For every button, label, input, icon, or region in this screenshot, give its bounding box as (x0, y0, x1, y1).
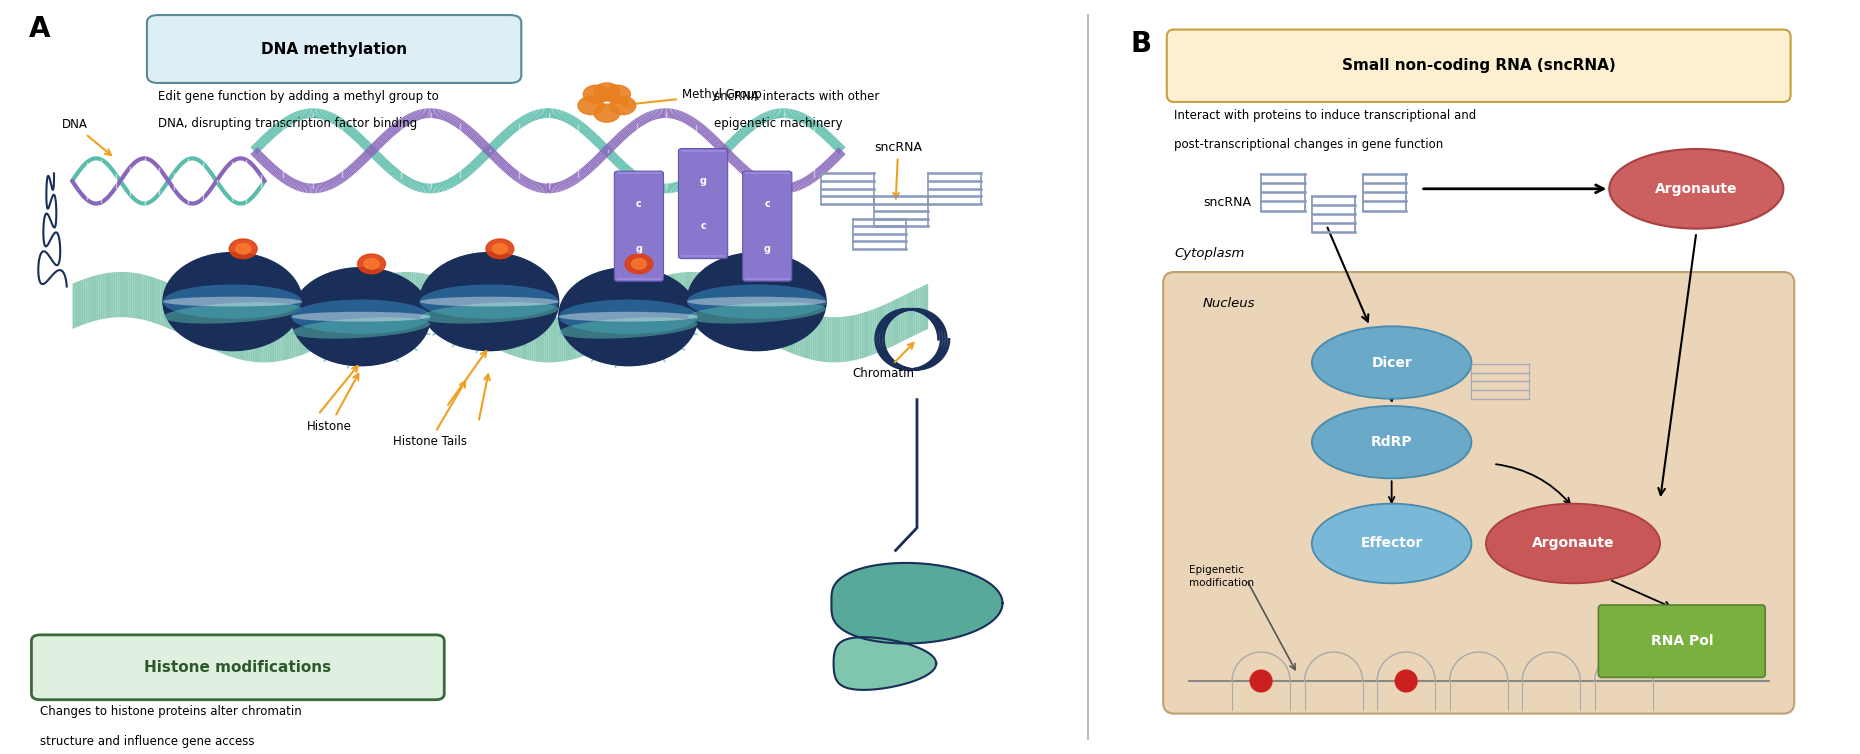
FancyBboxPatch shape (1166, 29, 1791, 102)
Text: c: c (699, 221, 707, 231)
Text: post-transcriptional changes in gene function: post-transcriptional changes in gene fun… (1174, 138, 1443, 151)
Circle shape (164, 253, 301, 351)
Text: Effector: Effector (1360, 537, 1423, 550)
Text: DNA methylation: DNA methylation (260, 41, 407, 57)
Circle shape (610, 97, 636, 115)
Circle shape (593, 83, 619, 101)
Text: g: g (636, 244, 642, 254)
Circle shape (625, 254, 653, 274)
Text: DNA: DNA (61, 118, 112, 155)
Ellipse shape (420, 302, 558, 323)
Ellipse shape (292, 312, 430, 322)
Text: Edit gene function by adding a methyl group to: Edit gene function by adding a methyl gr… (158, 90, 439, 103)
Text: Epigenetic
modification: Epigenetic modification (1189, 566, 1254, 587)
Circle shape (686, 253, 826, 351)
Text: Dicer: Dicer (1371, 356, 1412, 369)
Text: Small non-coding RNA (sncRNA): Small non-coding RNA (sncRNA) (1341, 58, 1616, 73)
Text: Cytoplasm: Cytoplasm (1174, 247, 1244, 259)
FancyBboxPatch shape (1162, 272, 1795, 713)
Ellipse shape (1311, 504, 1471, 584)
Ellipse shape (1609, 149, 1784, 228)
Text: g: g (764, 244, 770, 254)
Text: structure and influence gene access: structure and influence gene access (41, 735, 255, 748)
Text: c: c (636, 198, 642, 209)
Circle shape (236, 244, 251, 254)
Ellipse shape (292, 299, 430, 334)
Ellipse shape (686, 297, 826, 307)
Ellipse shape (560, 317, 698, 339)
Text: Argonaute: Argonaute (1533, 537, 1614, 550)
Circle shape (1250, 670, 1272, 692)
Ellipse shape (164, 302, 301, 323)
Polygon shape (831, 563, 1003, 643)
Circle shape (578, 97, 605, 115)
Ellipse shape (292, 317, 430, 339)
Ellipse shape (1311, 326, 1471, 399)
Circle shape (229, 239, 257, 259)
FancyBboxPatch shape (32, 635, 445, 700)
Text: Nucleus: Nucleus (1203, 297, 1256, 311)
Circle shape (420, 253, 558, 351)
FancyBboxPatch shape (1598, 605, 1765, 677)
Circle shape (584, 85, 608, 103)
Circle shape (558, 268, 698, 366)
Circle shape (292, 268, 430, 366)
Ellipse shape (1486, 504, 1659, 584)
Text: Chromatin: Chromatin (852, 343, 915, 380)
Ellipse shape (558, 299, 698, 334)
Ellipse shape (420, 284, 558, 319)
Polygon shape (833, 637, 936, 690)
Text: sncRNA interacts with other: sncRNA interacts with other (714, 90, 880, 103)
Circle shape (1395, 670, 1417, 692)
Ellipse shape (558, 312, 698, 322)
Circle shape (493, 244, 508, 254)
Text: DNA, disrupting transcription factor binding: DNA, disrupting transcription factor bin… (158, 117, 417, 130)
Circle shape (357, 254, 385, 274)
Text: g: g (699, 176, 707, 186)
Text: sncRNA: sncRNA (874, 141, 923, 198)
Text: Interact with proteins to induce transcriptional and: Interact with proteins to induce transcr… (1174, 109, 1477, 122)
Text: Histone modifications: Histone modifications (145, 660, 331, 675)
Text: epigenetic machinery: epigenetic machinery (714, 117, 843, 130)
Ellipse shape (164, 297, 301, 307)
Circle shape (365, 259, 379, 269)
Text: Methyl Group: Methyl Group (623, 88, 761, 107)
Text: Argonaute: Argonaute (1655, 182, 1737, 196)
Ellipse shape (686, 284, 826, 319)
Text: c: c (764, 198, 770, 209)
Text: sncRNA: sncRNA (1203, 196, 1252, 209)
Text: RdRP: RdRP (1371, 435, 1412, 449)
Ellipse shape (420, 297, 558, 307)
Text: Histone: Histone (307, 374, 359, 433)
Text: B: B (1131, 29, 1151, 57)
Text: Histone Tails: Histone Tails (392, 382, 467, 448)
Text: A: A (30, 15, 50, 43)
FancyBboxPatch shape (679, 149, 727, 259)
FancyBboxPatch shape (742, 171, 792, 281)
Text: Changes to histone proteins alter chromatin: Changes to histone proteins alter chroma… (41, 705, 301, 718)
Circle shape (631, 259, 647, 269)
Ellipse shape (164, 284, 301, 319)
FancyBboxPatch shape (147, 15, 521, 83)
Circle shape (604, 85, 631, 103)
Ellipse shape (1311, 406, 1471, 478)
Ellipse shape (688, 302, 826, 323)
Circle shape (593, 104, 619, 122)
Text: RNA Pol: RNA Pol (1650, 634, 1713, 648)
FancyBboxPatch shape (614, 171, 664, 281)
Circle shape (485, 239, 513, 259)
